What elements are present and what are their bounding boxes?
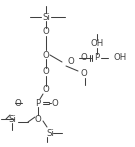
Text: P: P bbox=[94, 54, 100, 62]
Text: O: O bbox=[15, 98, 21, 107]
Text: O: O bbox=[43, 86, 49, 95]
Text: O: O bbox=[35, 115, 41, 123]
Text: Si: Si bbox=[46, 128, 54, 137]
Text: O: O bbox=[81, 54, 87, 62]
Text: O: O bbox=[68, 57, 74, 66]
Text: O: O bbox=[43, 51, 49, 60]
Text: Si: Si bbox=[8, 115, 16, 123]
Text: O: O bbox=[81, 70, 87, 78]
Text: OH: OH bbox=[90, 40, 104, 49]
Text: O: O bbox=[43, 67, 49, 76]
Text: O: O bbox=[52, 98, 58, 107]
Text: Si: Si bbox=[42, 12, 50, 21]
Text: OH: OH bbox=[113, 54, 126, 62]
Text: P: P bbox=[35, 98, 40, 107]
Text: O: O bbox=[43, 27, 49, 36]
